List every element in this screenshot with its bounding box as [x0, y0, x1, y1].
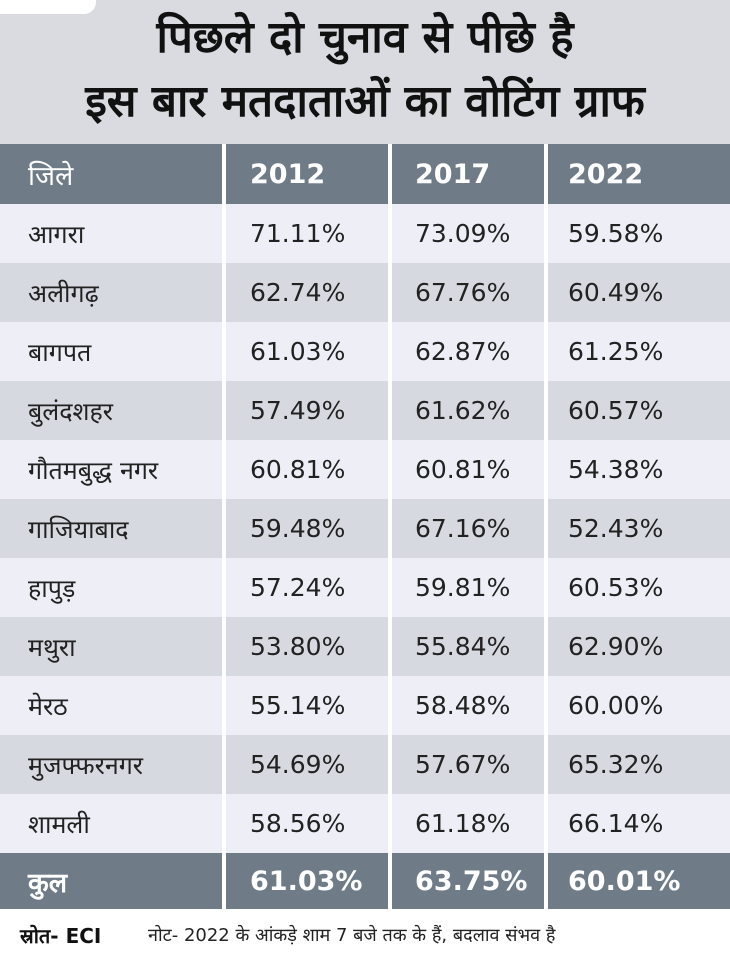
- table-row: बागपत 61.03% 62.87% 61.25%: [0, 322, 730, 381]
- table-row: बुलंदशहर 57.49% 61.62% 60.57%: [0, 381, 730, 440]
- turnout-cell: 61.62%: [415, 396, 511, 425]
- district-cell: कुल: [28, 867, 68, 899]
- turnout-cell: 60.01%: [568, 865, 681, 897]
- column-header-district: जिले: [28, 160, 74, 192]
- table-row: हापुड़ 57.24% 59.81% 60.53%: [0, 558, 730, 617]
- logo: [0, 0, 96, 14]
- district-cell: गाजियाबाद: [28, 514, 129, 544]
- district-cell: अलीगढ़: [28, 278, 99, 308]
- table-row: मेरठ 55.14% 58.48% 60.00%: [0, 676, 730, 735]
- turnout-cell: 57.24%: [250, 573, 346, 602]
- title-header: पिछले दो चुनाव से पीछे है इस बार मतदाताओ…: [0, 0, 730, 144]
- turnout-cell: 59.48%: [250, 514, 346, 543]
- turnout-cell: 55.84%: [415, 632, 511, 661]
- turnout-cell: 65.32%: [568, 750, 664, 779]
- turnout-cell: 61.18%: [415, 809, 511, 838]
- turnout-cell: 57.49%: [250, 396, 346, 425]
- table-row: गाजियाबाद 59.48% 67.16% 52.43%: [0, 499, 730, 558]
- turnout-cell: 52.43%: [568, 514, 664, 543]
- footnote: नोट- 2022 के आंकड़े शाम 7 बजे तक के हैं,…: [148, 925, 556, 946]
- turnout-cell: 59.58%: [568, 219, 664, 248]
- source-label: स्रोत- ECI: [20, 924, 102, 948]
- title-line-1: पिछले दो चुनाव से पीछे है: [156, 12, 574, 63]
- district-cell: गौतमबुद्ध नगर: [28, 455, 159, 485]
- turnout-cell: 67.76%: [415, 278, 511, 307]
- turnout-cell: 59.81%: [415, 573, 511, 602]
- table-row: अलीगढ़ 62.74% 67.76% 60.49%: [0, 263, 730, 322]
- district-cell: मुजफ्फरनगर: [28, 750, 144, 780]
- turnout-cell: 62.90%: [568, 632, 664, 661]
- district-cell: बागपत: [28, 337, 92, 367]
- turnout-cell: 60.53%: [568, 573, 664, 602]
- turnout-cell: 61.03%: [250, 865, 363, 897]
- voting-table: जिले 2012 2017 2022 आगरा 71.11% 73.09% 59.58% अल…: [0, 144, 730, 909]
- district-cell: हापुड़: [28, 573, 76, 603]
- turnout-cell: 61.03%: [250, 337, 346, 366]
- turnout-cell: 60.57%: [568, 396, 664, 425]
- table-row: मुजफ्फरनगर 54.69% 57.67% 65.32%: [0, 735, 730, 794]
- district-cell: मथुरा: [28, 632, 76, 662]
- column-header-year: 2022: [568, 158, 644, 190]
- footer: स्रोत- ECI नोट- 2022 के आंकड़े शाम 7 बजे…: [0, 910, 730, 960]
- district-cell: बुलंदशहर: [28, 396, 114, 426]
- column-header-year: 2012: [250, 158, 326, 190]
- table-row: गौतमबुद्ध नगर 60.81% 60.81% 54.38%: [0, 440, 730, 499]
- district-cell: आगरा: [28, 219, 85, 249]
- turnout-cell: 71.11%: [250, 219, 346, 248]
- turnout-cell: 66.14%: [568, 809, 664, 838]
- column-divider: [222, 144, 226, 910]
- turnout-cell: 58.48%: [415, 691, 511, 720]
- turnout-cell: 60.49%: [568, 278, 664, 307]
- turnout-cell: 57.67%: [415, 750, 511, 779]
- turnout-cell: 67.16%: [415, 514, 511, 543]
- table-row: मथुरा 53.80% 55.84% 62.90%: [0, 617, 730, 676]
- table-header-row: जिले 2012 2017 2022: [0, 144, 730, 204]
- turnout-cell: 58.56%: [250, 809, 346, 838]
- title-line-2: इस बार मतदाताओं का वोटिंग ग्राफ: [85, 76, 645, 127]
- column-divider: [388, 144, 392, 910]
- table-row: आगरा 71.11% 73.09% 59.58%: [0, 204, 730, 263]
- turnout-cell: 62.74%: [250, 278, 346, 307]
- district-cell: मेरठ: [28, 691, 68, 721]
- turnout-cell: 61.25%: [568, 337, 664, 366]
- turnout-cell: 60.00%: [568, 691, 664, 720]
- turnout-cell: 60.81%: [415, 455, 511, 484]
- turnout-cell: 55.14%: [250, 691, 346, 720]
- column-header-year: 2017: [415, 158, 491, 190]
- district-cell: शामली: [28, 809, 90, 839]
- turnout-cell: 62.87%: [415, 337, 511, 366]
- turnout-cell: 60.81%: [250, 455, 346, 484]
- turnout-cell: 54.69%: [250, 750, 346, 779]
- turnout-cell: 54.38%: [568, 455, 664, 484]
- turnout-cell: 63.75%: [415, 865, 528, 897]
- total-row: कुल 61.03% 63.75% 60.01%: [0, 853, 730, 909]
- column-divider: [544, 144, 548, 910]
- table-row: शामली 58.56% 61.18% 66.14%: [0, 794, 730, 853]
- turnout-cell: 53.80%: [250, 632, 346, 661]
- turnout-cell: 73.09%: [415, 219, 511, 248]
